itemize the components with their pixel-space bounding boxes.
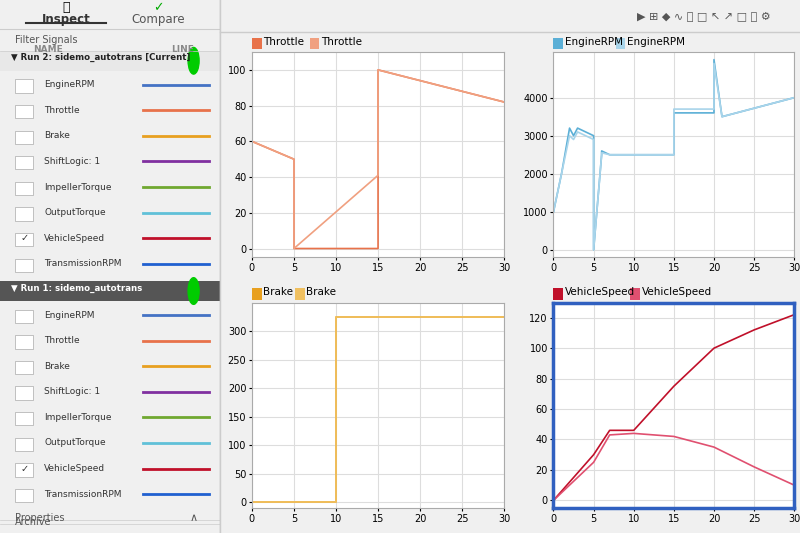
Text: ImpellerTorque: ImpellerTorque — [44, 413, 111, 422]
Text: ▶ ⊞ ◆ ∿ 🔍 □ ↖ ↗ □ 📷 ⚙: ▶ ⊞ ◆ ∿ 🔍 □ ↖ ↗ □ 📷 ⚙ — [638, 11, 771, 21]
Text: VehicleSpeed: VehicleSpeed — [44, 464, 105, 473]
Bar — [15, 361, 33, 374]
Text: Archive: Archive — [15, 517, 52, 527]
Circle shape — [188, 278, 199, 304]
Text: TransmissionRPM: TransmissionRPM — [44, 260, 122, 268]
Bar — [15, 412, 33, 425]
Bar — [15, 182, 33, 195]
Text: Brake: Brake — [44, 132, 70, 140]
Text: ∧: ∧ — [190, 513, 198, 523]
Text: ✓: ✓ — [20, 464, 28, 473]
Text: LINE: LINE — [172, 45, 194, 54]
Text: Inspect: Inspect — [42, 13, 90, 26]
Text: ✓: ✓ — [20, 233, 28, 243]
Text: Brake: Brake — [44, 362, 70, 370]
Bar — [15, 259, 33, 272]
Bar — [15, 131, 33, 144]
Text: OutputTorque: OutputTorque — [44, 208, 106, 217]
Text: Compare: Compare — [131, 13, 186, 26]
Text: Throttle: Throttle — [321, 37, 362, 47]
Text: ▼ Run 2: sidemo_autotrans [Current]: ▼ Run 2: sidemo_autotrans [Current] — [11, 53, 190, 62]
Bar — [15, 233, 33, 246]
Text: Throttle: Throttle — [44, 336, 80, 345]
Bar — [0, 51, 220, 71]
Circle shape — [188, 47, 199, 74]
Text: VehicleSpeed: VehicleSpeed — [44, 234, 105, 243]
Bar — [15, 438, 33, 451]
Text: Throttle: Throttle — [44, 106, 80, 115]
Text: EngineRPM: EngineRPM — [565, 37, 622, 47]
Text: NAME: NAME — [33, 45, 62, 54]
Bar — [15, 207, 33, 221]
Text: ImpellerTorque: ImpellerTorque — [44, 183, 111, 191]
Text: ✓: ✓ — [153, 1, 164, 14]
Bar — [0, 281, 220, 301]
Text: Filter Signals: Filter Signals — [15, 35, 78, 45]
Text: TransmissionRPM: TransmissionRPM — [44, 490, 122, 498]
Text: Throttle: Throttle — [263, 37, 304, 47]
Text: ShiftLogic: 1: ShiftLogic: 1 — [44, 157, 100, 166]
Text: Properties: Properties — [15, 513, 65, 523]
Text: EngineRPM: EngineRPM — [44, 80, 94, 89]
Bar — [15, 156, 33, 169]
Text: 🔍: 🔍 — [62, 1, 70, 14]
Text: EngineRPM: EngineRPM — [44, 311, 94, 319]
Bar — [15, 105, 33, 118]
Text: ShiftLogic: 1: ShiftLogic: 1 — [44, 387, 100, 396]
Text: Brake: Brake — [306, 287, 336, 297]
Bar — [15, 310, 33, 323]
Bar — [15, 335, 33, 349]
Bar — [15, 463, 33, 477]
Bar — [15, 79, 33, 93]
Bar — [15, 489, 33, 502]
Text: VehicleSpeed: VehicleSpeed — [565, 287, 635, 297]
Text: OutputTorque: OutputTorque — [44, 439, 106, 447]
Text: Brake: Brake — [263, 287, 293, 297]
Text: EngineRPM: EngineRPM — [627, 37, 685, 47]
Bar — [15, 386, 33, 400]
Text: VehicleSpeed: VehicleSpeed — [642, 287, 712, 297]
Text: ▼ Run 1: sidemo_autotrans: ▼ Run 1: sidemo_autotrans — [11, 284, 142, 293]
